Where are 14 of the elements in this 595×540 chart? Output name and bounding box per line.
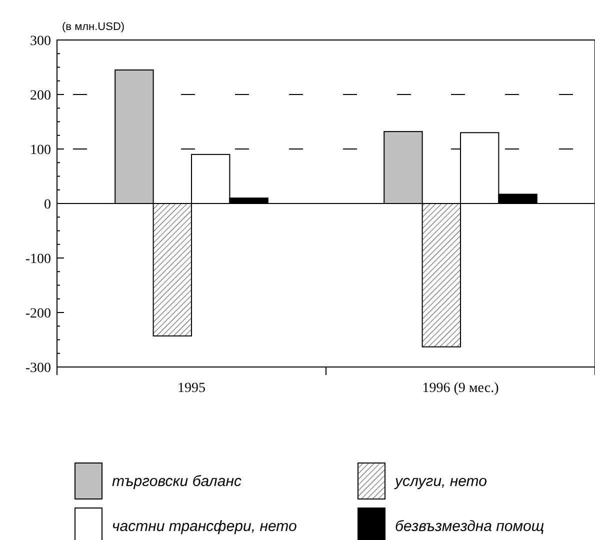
x-tick-label: 1996 (9 мес.) [422,381,500,396]
y-tick-label: -300 [25,361,51,376]
y-tick-label: -100 [25,252,51,267]
legend-label: частни трансфери, нето [112,518,297,535]
y-tick-label: 0 [44,198,51,212]
legend-label: услуги, нето [394,473,487,490]
legend-label: безвъзмездна помощ [395,518,544,535]
legend-label: търговски баланс [112,473,242,490]
y-tick-label: 200 [30,88,51,104]
y-tick-label: 100 [30,143,51,158]
y-tick-label: -200 [25,306,51,322]
x-tick-label: 1995 [178,381,206,396]
y-axis-title: (в млн.USD) [62,21,125,33]
y-tick-label: 300 [30,34,51,49]
